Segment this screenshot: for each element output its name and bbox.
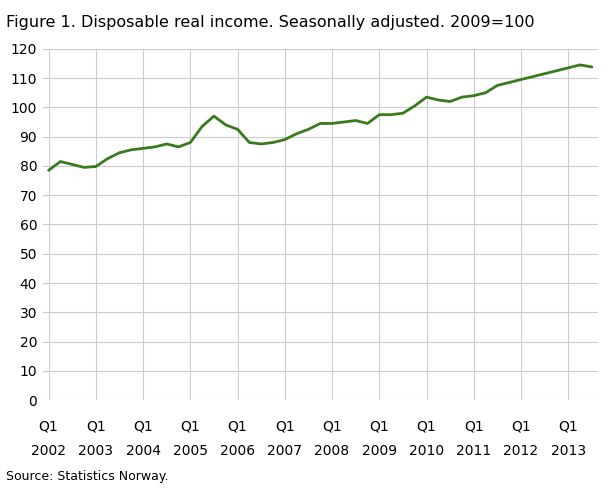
Text: Source: Statistics Norway.: Source: Statistics Norway.	[6, 470, 168, 483]
Text: Q1: Q1	[133, 420, 153, 434]
Text: Q1: Q1	[322, 420, 342, 434]
Text: Q1: Q1	[38, 420, 59, 434]
Text: Q1: Q1	[181, 420, 200, 434]
Text: Q1: Q1	[511, 420, 531, 434]
Text: 2009: 2009	[362, 444, 397, 458]
Text: 2003: 2003	[78, 444, 113, 458]
Text: Q1: Q1	[558, 420, 578, 434]
Text: 2013: 2013	[551, 444, 586, 458]
Text: Figure 1. Disposable real income. Seasonally adjusted. 2009=100: Figure 1. Disposable real income. Season…	[6, 15, 535, 30]
Text: 2010: 2010	[409, 444, 444, 458]
Text: Q1: Q1	[228, 420, 248, 434]
Text: Q1: Q1	[86, 420, 106, 434]
Text: Q1: Q1	[417, 420, 436, 434]
Text: Q1: Q1	[370, 420, 389, 434]
Text: 2008: 2008	[315, 444, 350, 458]
Text: Q1: Q1	[275, 420, 295, 434]
Text: 2005: 2005	[173, 444, 208, 458]
Text: 2002: 2002	[31, 444, 66, 458]
Text: 2004: 2004	[126, 444, 160, 458]
Text: 2012: 2012	[503, 444, 539, 458]
Text: 2011: 2011	[456, 444, 492, 458]
Text: 2006: 2006	[220, 444, 255, 458]
Text: 2007: 2007	[267, 444, 303, 458]
Text: Q1: Q1	[464, 420, 484, 434]
